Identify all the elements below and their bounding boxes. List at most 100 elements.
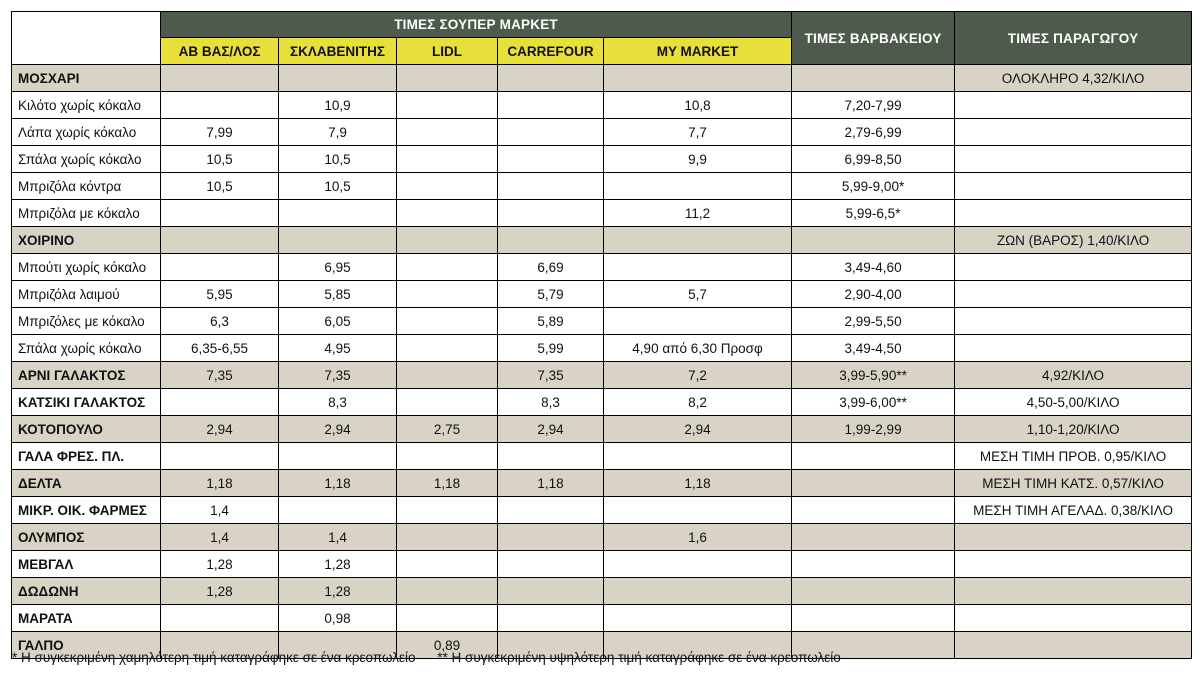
row-label: Μπριζόλες με κόκαλο — [11, 307, 161, 335]
price-ab-cell — [160, 631, 279, 659]
price-ab-cell: 2,94 — [160, 415, 279, 443]
price-varvakeio-cell: 3,49-4,50 — [791, 334, 956, 362]
price-ab-cell: 1,28 — [160, 577, 279, 605]
footnote-lowest-price: * Η συγκεκριμένη χαμηλότερη τιμή καταγρά… — [12, 650, 416, 665]
table-row: Μπριζόλα με κόκαλο 11,2 5,99-6,5* — [11, 199, 1193, 227]
price-producer-cell — [954, 172, 1193, 200]
price-producer-cell: 1,10-1,20/ΚΙΛΟ — [954, 415, 1193, 443]
price-carrefour-cell: 7,35 — [497, 361, 604, 389]
table-row: ΜΟΣΧΑΡΙ ΟΛΟΚΛΗΡΟ 4,32/ΚΙΛΟ — [11, 64, 1193, 92]
price-my-market-cell: 7,7 — [602, 118, 793, 146]
price-producer-cell — [954, 631, 1193, 659]
row-label: ΜΙΚΡ. ΟΙΚ. ΦΑΡΜΕΣ — [11, 496, 161, 524]
price-producer-cell — [954, 604, 1193, 632]
price-lidl-cell — [396, 64, 498, 92]
header-row-top: ΤΙΜΕΣ ΣΟΥΠΕΡ ΜΑΡΚΕΤ ΤΙΜΕΣ ΒΑΡΒΑΚΕΙΟΥ ΤΙΜ… — [11, 11, 1193, 65]
row-label: ΑΡΝΙ ΓΑΛΑΚΤΟΣ — [11, 361, 161, 389]
price-carrefour-cell — [497, 118, 604, 146]
price-ab-cell: 6,3 — [160, 307, 279, 335]
price-sklavenitis-cell: 6,95 — [278, 253, 397, 281]
price-carrefour-cell — [497, 226, 604, 254]
table-row: ΓΑΛΑ ΦΡΕΣ. ΠΛ. ΜΕΣΗ ΤΙΜΗ ΠΡΟΒ. 0,95/ΚΙΛΟ — [11, 442, 1193, 470]
price-varvakeio-cell: 3,49-4,60 — [791, 253, 956, 281]
row-label: ΜΕΒΓΑΛ — [11, 550, 161, 578]
row-label: Μπριζόλα λαιμού — [11, 280, 161, 308]
price-lidl-cell — [396, 388, 498, 416]
price-producer-cell — [954, 523, 1193, 551]
price-varvakeio-cell: 1,99-2,99 — [791, 415, 956, 443]
price-lidl-cell — [396, 307, 498, 335]
price-ab-cell — [160, 604, 279, 632]
price-varvakeio-cell: 3,99-5,90** — [791, 361, 956, 389]
price-lidl-cell — [396, 145, 498, 173]
price-sklavenitis-cell: 5,85 — [278, 280, 397, 308]
price-carrefour-cell: 6,69 — [497, 253, 604, 281]
price-lidl-cell — [396, 550, 498, 578]
price-varvakeio-cell — [791, 523, 956, 551]
price-producer-cell — [954, 91, 1193, 119]
price-comparison-table: ΤΙΜΕΣ ΣΟΥΠΕΡ ΜΑΡΚΕΤ ΤΙΜΕΣ ΒΑΡΒΑΚΕΙΟΥ ΤΙΜ… — [11, 11, 1193, 659]
price-carrefour-cell — [497, 496, 604, 524]
price-ab-cell — [160, 253, 279, 281]
row-label: ΓΑΛΑ ΦΡΕΣ. ΠΛ. — [11, 442, 161, 470]
price-my-market-cell: 10,8 — [602, 91, 793, 119]
price-my-market-cell: 8,2 — [602, 388, 793, 416]
price-sklavenitis-cell: 1,4 — [278, 523, 397, 551]
price-producer-cell: ΜΕΣΗ ΤΙΜΗ ΚΑΤΣ. 0,57/ΚΙΛΟ — [954, 469, 1193, 497]
table-row: Μπριζόλα κόντρα 10,5 10,5 5,99-9,00* — [11, 172, 1193, 200]
price-ab-cell: 5,95 — [160, 280, 279, 308]
price-sklavenitis-cell: 7,35 — [278, 361, 397, 389]
price-my-market-cell: 2,94 — [602, 415, 793, 443]
price-varvakeio-cell — [791, 442, 956, 470]
price-sklavenitis-cell — [278, 199, 397, 227]
table-row: ΜΕΒΓΑΛ 1,28 1,28 — [11, 550, 1193, 578]
price-lidl-cell: 0,89 — [396, 631, 498, 659]
store-header-lidl: LIDL — [396, 37, 498, 65]
table-row: Κιλότο χωρίς κόκαλο 10,9 10,8 7,20-7,99 — [11, 91, 1193, 119]
price-varvakeio-cell: 2,79-6,99 — [791, 118, 956, 146]
price-ab-cell — [160, 199, 279, 227]
price-lidl-cell — [396, 280, 498, 308]
price-my-market-cell — [602, 253, 793, 281]
price-my-market-cell: 9,9 — [602, 145, 793, 173]
table-row: ΔΕΛΤΑ 1,18 1,18 1,18 1,18 1,18 ΜΕΣΗ ΤΙΜΗ ΚΑΤΣ.… — [11, 469, 1193, 497]
price-ab-cell: 1,4 — [160, 523, 279, 551]
price-lidl-cell — [396, 118, 498, 146]
price-carrefour-cell: 5,89 — [497, 307, 604, 335]
supermarket-prices-header: ΤΙΜΕΣ ΣΟΥΠΕΡ ΜΑΡΚΕΤ — [159, 11, 793, 38]
price-varvakeio-cell: 7,20-7,99 — [791, 91, 956, 119]
price-varvakeio-cell — [791, 496, 956, 524]
price-carrefour-cell — [497, 199, 604, 227]
price-producer-cell — [954, 199, 1193, 227]
price-my-market-cell — [602, 442, 793, 470]
price-ab-cell — [160, 442, 279, 470]
price-producer-cell — [954, 307, 1193, 335]
price-carrefour-cell: 2,94 — [497, 415, 604, 443]
price-sklavenitis-cell: 1,28 — [278, 550, 397, 578]
price-my-market-cell: 4,90 από 6,30 Προσφ — [602, 334, 793, 362]
price-sklavenitis-cell: 1,18 — [278, 469, 397, 497]
price-lidl-cell — [396, 523, 498, 551]
store-header-carrefour: CARREFOUR — [497, 37, 604, 65]
row-label: ΔΩΔΩΝΗ — [11, 577, 161, 605]
price-varvakeio-cell: 2,90-4,00 — [791, 280, 956, 308]
price-carrefour-cell: 8,3 — [497, 388, 604, 416]
footnote-highest-price: ** Η συγκεκριμένη υψηλότερη τιμή καταγρά… — [437, 650, 841, 665]
table-row: Σπάλα χωρίς κόκαλο 10,5 10,5 9,9 6,99-8,50 — [11, 145, 1193, 173]
price-producer-cell: ΜΕΣΗ ΤΙΜΗ ΠΡΟΒ. 0,95/ΚΙΛΟ — [954, 442, 1193, 470]
price-my-market-cell — [602, 307, 793, 335]
price-ab-cell: 7,35 — [160, 361, 279, 389]
table-row: ΚΑΤΣΙΚΙ ΓΑΛΑΚΤΟΣ 8,3 8,3 8,2 3,99-6,00** 4,50… — [11, 388, 1193, 416]
row-label: ΓΑΛΠΟ — [11, 631, 161, 659]
price-my-market-cell: 11,2 — [602, 199, 793, 227]
row-label: Λάπα χωρίς κόκαλο — [11, 118, 161, 146]
price-ab-cell: 1,28 — [160, 550, 279, 578]
price-carrefour-cell: 5,99 — [497, 334, 604, 362]
price-my-market-cell: 7,2 — [602, 361, 793, 389]
price-ab-cell: 7,99 — [160, 118, 279, 146]
price-carrefour-cell — [497, 442, 604, 470]
price-my-market-cell: 1,18 — [602, 469, 793, 497]
price-my-market-cell: 1,6 — [602, 523, 793, 551]
price-ab-cell — [160, 64, 279, 92]
table-row: Σπάλα χωρίς κόκαλο 6,35-6,55 4,95 5,99 4,90 … — [11, 334, 1193, 362]
